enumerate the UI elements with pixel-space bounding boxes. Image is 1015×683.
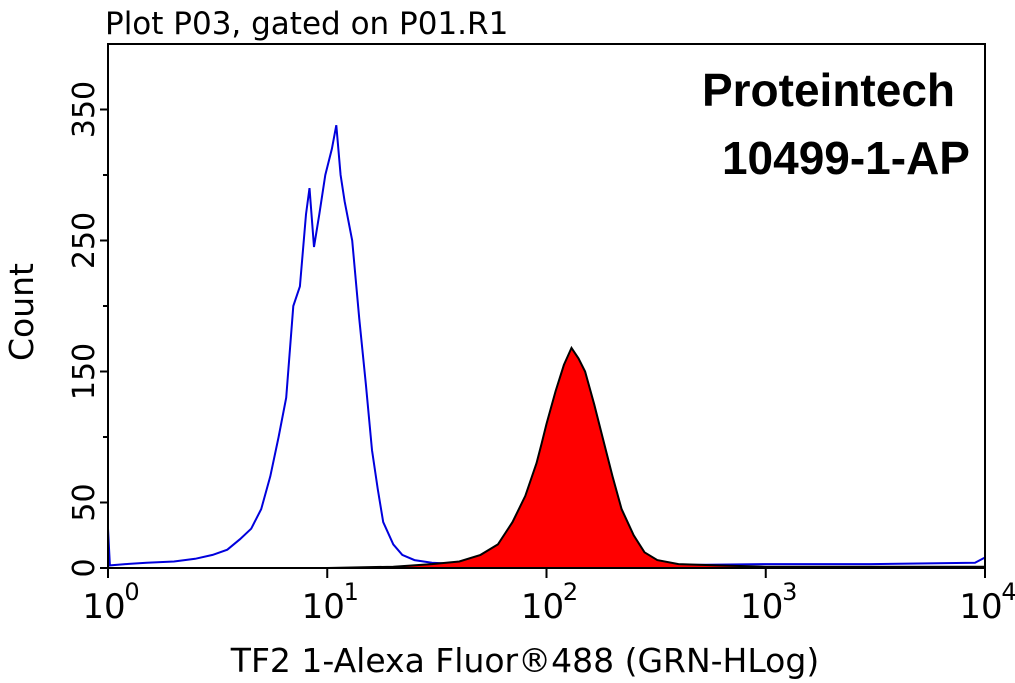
histogram-line bbox=[327, 345, 985, 569]
x-tick-label: 10 bbox=[82, 587, 125, 627]
x-tick-exponent: 3 bbox=[782, 578, 797, 606]
annotation: 10499-1-AP bbox=[722, 132, 970, 184]
y-tick-label: 0 bbox=[67, 558, 102, 577]
y-tick-label: 250 bbox=[67, 212, 102, 269]
histogram-fill bbox=[327, 347, 985, 568]
x-axis-label: TF2 1-Alexa Fluor®488 (GRN-HLog) bbox=[230, 641, 819, 680]
chart-title: Plot P03, gated on P01.R1 bbox=[105, 6, 508, 42]
x-tick-exponent: 2 bbox=[563, 578, 578, 606]
x-tick-label: 10 bbox=[740, 587, 783, 627]
annotation: Proteintech bbox=[702, 64, 955, 116]
y-tick-label: 50 bbox=[67, 483, 102, 521]
x-tick-label: 10 bbox=[959, 587, 1002, 627]
x-tick-exponent: 0 bbox=[124, 578, 139, 606]
x-tick-exponent: 1 bbox=[344, 578, 359, 606]
x-tick-label: 10 bbox=[302, 587, 345, 627]
x-tick-exponent: 4 bbox=[1001, 578, 1015, 606]
y-axis-label: Count bbox=[2, 263, 41, 361]
y-tick-label: 350 bbox=[67, 81, 102, 138]
y-tick-label: 150 bbox=[67, 343, 102, 400]
x-tick-label: 10 bbox=[521, 587, 564, 627]
